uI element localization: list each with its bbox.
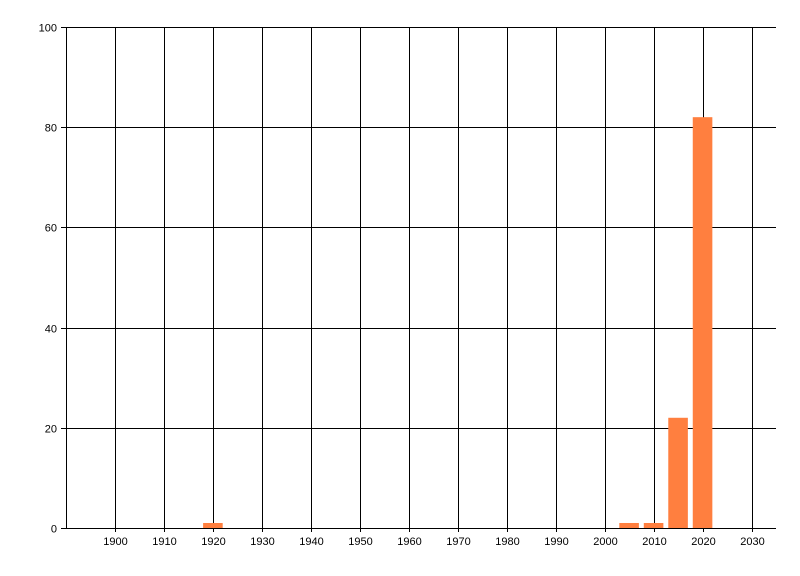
x-tick-label: 1920: [201, 536, 225, 548]
bars: [203, 117, 713, 529]
x-tick-label: 1900: [103, 536, 127, 548]
x-tick-label: 2020: [691, 536, 715, 548]
bar-2015: [668, 417, 688, 528]
y-tick-label: 0: [51, 524, 57, 536]
bar-2020: [692, 117, 713, 529]
x-tick-label: 1980: [495, 536, 519, 548]
x-tick-label: 1970: [446, 536, 470, 548]
x-tick-label: 2030: [740, 536, 764, 548]
x-tick-label: 1910: [152, 536, 176, 548]
axes: [66, 27, 776, 529]
y-tick-label: 20: [45, 424, 57, 436]
x-tick-label: 1960: [397, 536, 421, 548]
x-tick-label: 1990: [544, 536, 568, 548]
bar-2010: [643, 522, 664, 528]
tick-labels: 1900 1910 1920 1930 1940 1950 1960 1970 1980 1990…: [39, 23, 765, 549]
x-tick-label: 1940: [299, 536, 323, 548]
bar-2005: [619, 522, 639, 528]
y-tick-label: 40: [45, 324, 57, 336]
y-tick-label: 80: [45, 123, 57, 135]
x-tick-label: 1930: [250, 536, 274, 548]
bar-1920: [203, 522, 223, 528]
y-tick-label: 60: [45, 223, 57, 235]
y-tick-label: 100: [39, 23, 57, 35]
x-tick-label: 1950: [348, 536, 372, 548]
x-tick-label: 2010: [642, 536, 666, 548]
x-tick-label: 2000: [593, 536, 617, 548]
